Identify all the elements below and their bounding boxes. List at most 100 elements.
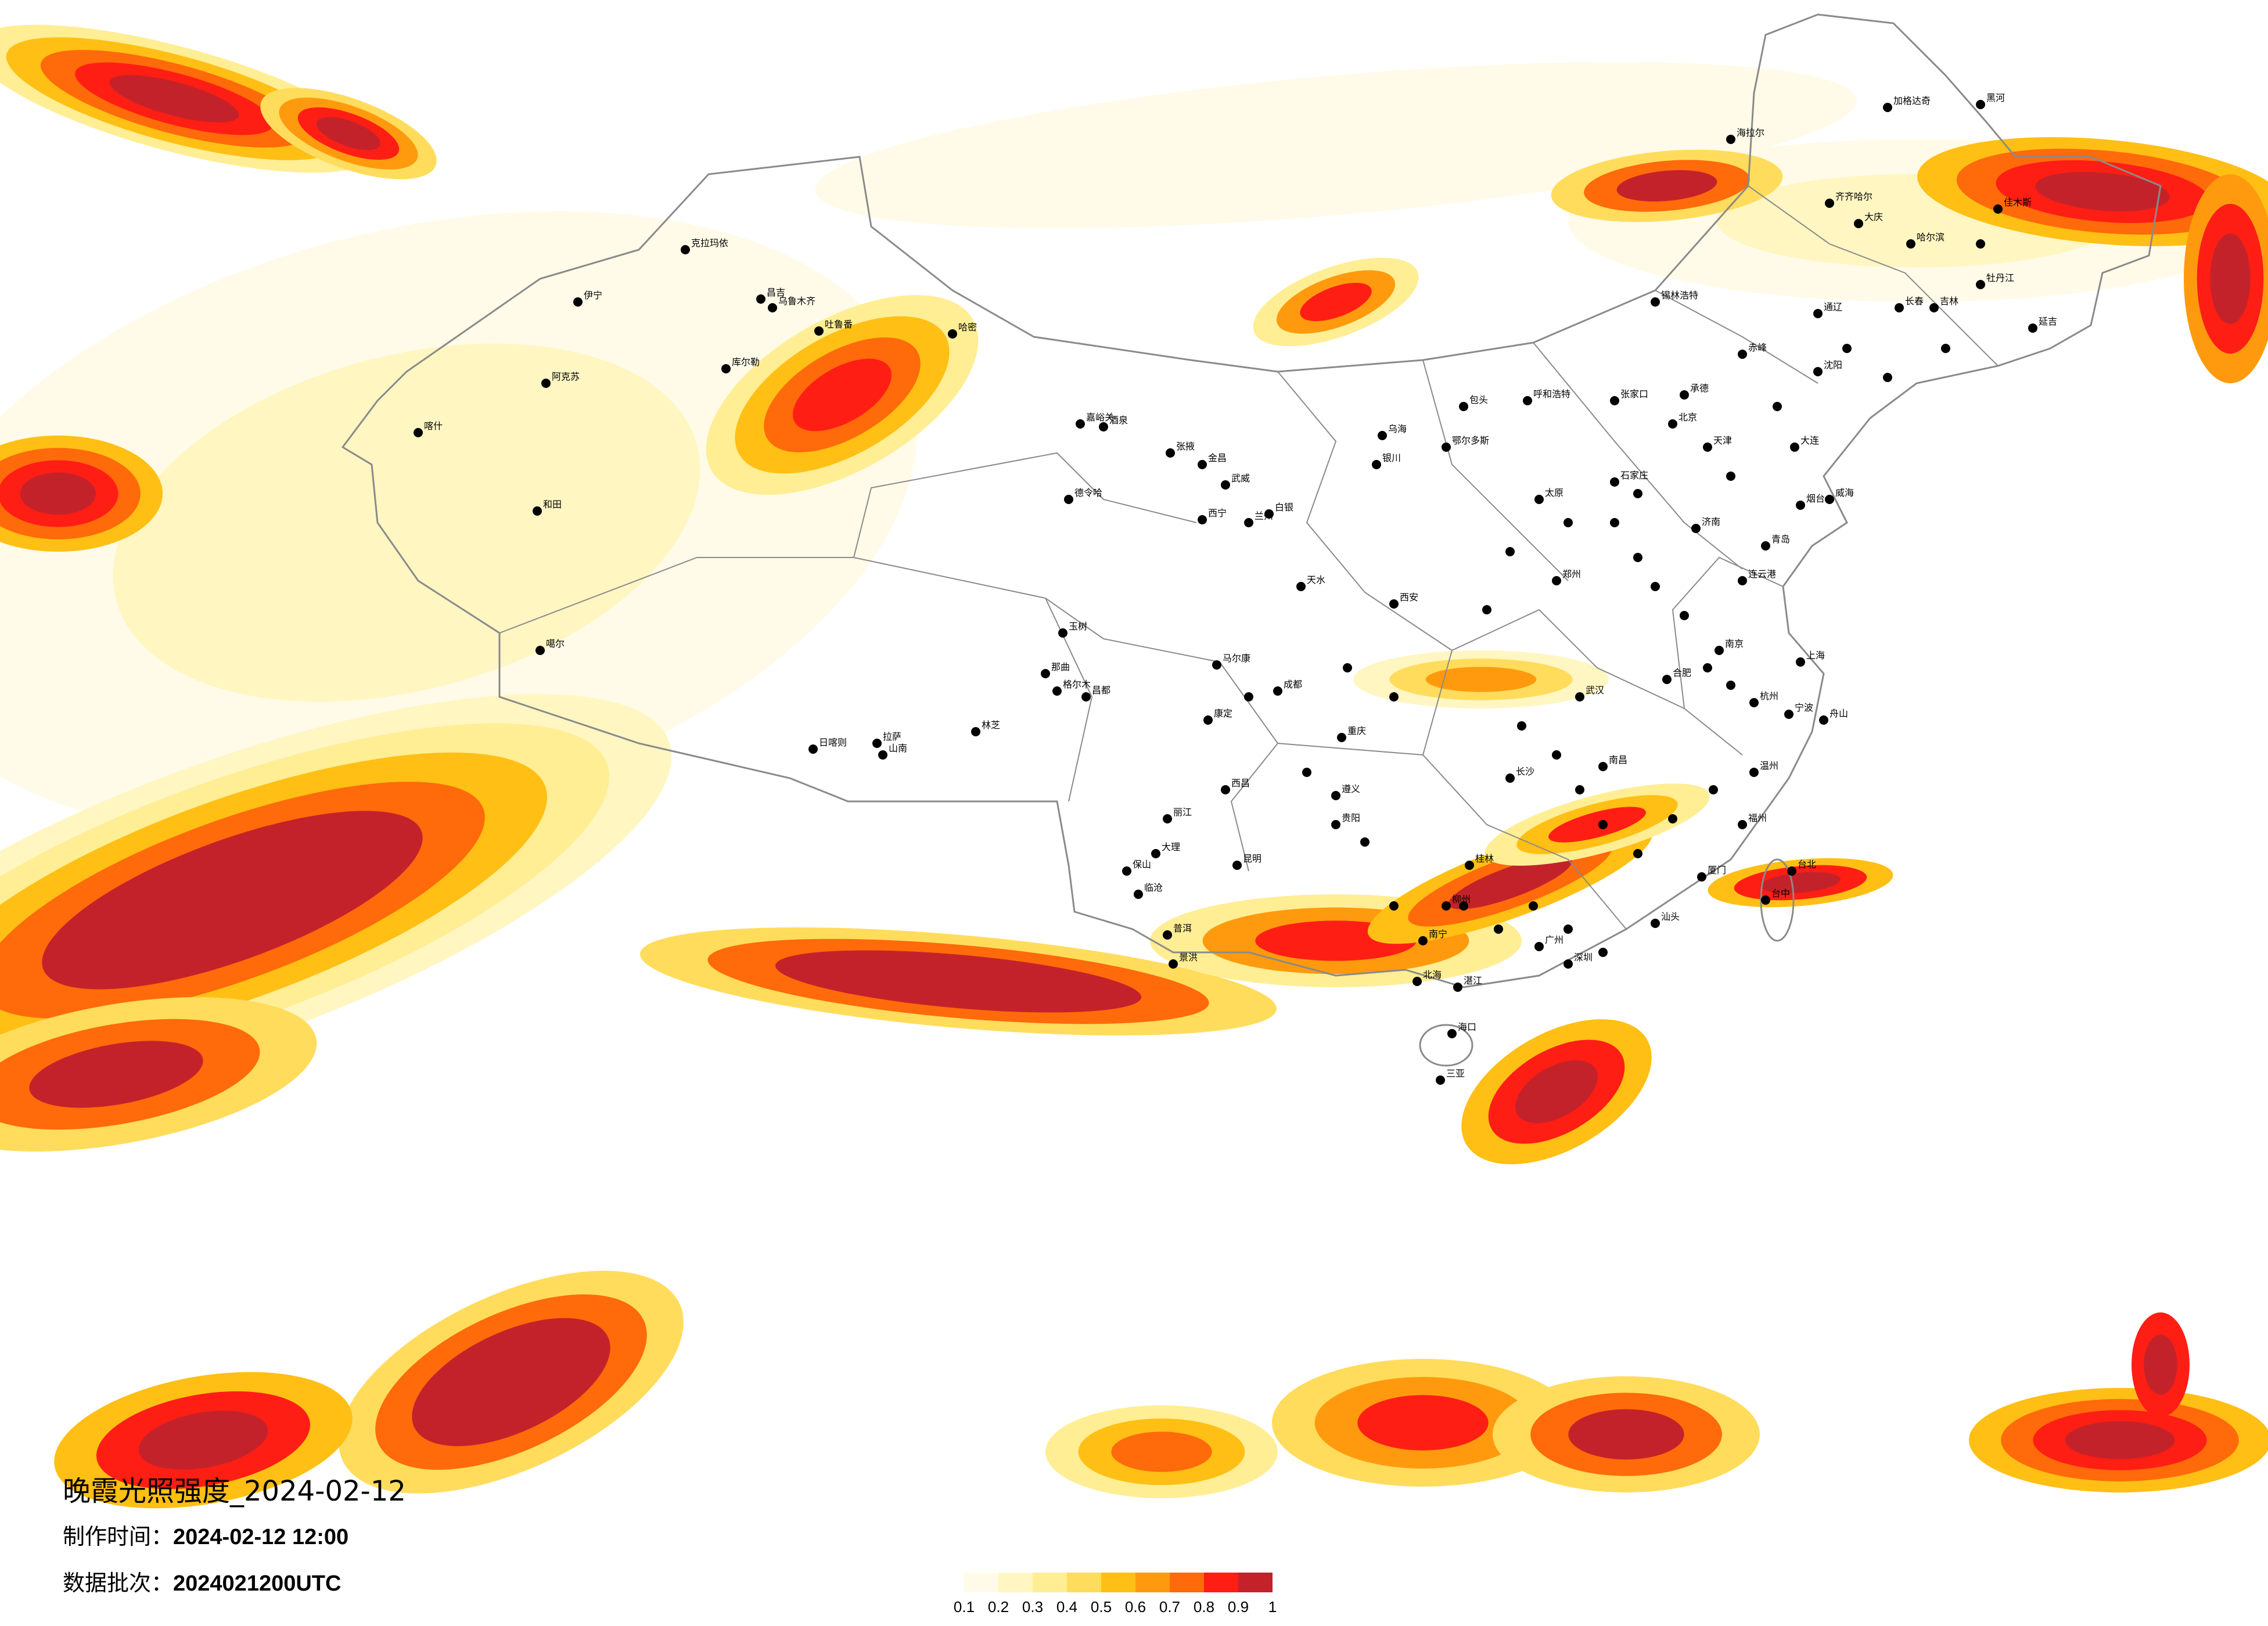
city-label: 南京 bbox=[1725, 638, 1744, 649]
intensity-patch bbox=[1425, 667, 1537, 692]
city-label: 哈尔滨 bbox=[1917, 232, 1944, 243]
city-label: 康定 bbox=[1214, 708, 1232, 719]
city-dot bbox=[1825, 495, 1834, 504]
city-marker: 台中 bbox=[1761, 888, 1790, 905]
province-border bbox=[853, 452, 1197, 558]
city-marker: 白银 bbox=[1264, 502, 1293, 519]
intensity-patch bbox=[448, 1341, 574, 1423]
city-label: 遵义 bbox=[1342, 783, 1360, 794]
city-dot bbox=[1052, 686, 1062, 696]
city-label: 武汉 bbox=[1586, 685, 1604, 696]
intensity-patch bbox=[1616, 170, 1717, 202]
city-marker: 厦门 bbox=[1697, 865, 1726, 882]
city-marker: 汕头 bbox=[1651, 911, 1680, 928]
city-label: 连云港 bbox=[1748, 569, 1776, 580]
city-dot bbox=[1360, 837, 1370, 847]
city-label: 克拉玛依 bbox=[691, 238, 728, 249]
city-dot bbox=[1726, 472, 1735, 481]
city-label: 杭州 bbox=[1760, 690, 1778, 702]
city-dot bbox=[1976, 280, 1985, 289]
legend-swatch bbox=[1238, 1573, 1273, 1592]
city-dot bbox=[414, 428, 423, 437]
city-marker: 西安 bbox=[1389, 592, 1418, 609]
province-border bbox=[1103, 638, 1279, 872]
intensity-patch bbox=[1760, 872, 1841, 894]
city-dot bbox=[1337, 733, 1346, 742]
intensity-patch bbox=[793, 358, 892, 431]
production-time: 制作时间：2024-02-12 12:00 bbox=[63, 1519, 348, 1551]
city-marker: 南昌 bbox=[1598, 754, 1627, 771]
city-marker: 深圳 bbox=[1563, 952, 1593, 969]
city-dot bbox=[1761, 895, 1770, 905]
city-label: 加格达奇 bbox=[1893, 95, 1931, 106]
city-marker: 大庆 bbox=[1854, 211, 1883, 228]
city-label: 南昌 bbox=[1609, 754, 1627, 765]
city-label: 张掖 bbox=[1176, 441, 1195, 452]
city-label: 深圳 bbox=[1574, 952, 1593, 963]
city-marker: 温州 bbox=[1749, 760, 1778, 777]
city-marker: 天津 bbox=[1703, 435, 1732, 452]
city-dot bbox=[1163, 930, 1172, 940]
city-dot bbox=[1447, 1029, 1457, 1038]
city-dot bbox=[1761, 541, 1770, 551]
city-dot bbox=[1482, 605, 1491, 614]
island-outline bbox=[1419, 1024, 1473, 1067]
city-marker: 青岛 bbox=[1761, 534, 1790, 551]
city-label: 宁波 bbox=[1795, 702, 1813, 713]
city-label: 承德 bbox=[1690, 383, 1709, 394]
city-label: 大连 bbox=[1800, 435, 1819, 446]
intensity-patch bbox=[1111, 1431, 1212, 1472]
legend-tick: 0.3 bbox=[1022, 1598, 1044, 1616]
city-marker: 福州 bbox=[1738, 812, 1767, 829]
city-dot bbox=[1465, 861, 1474, 870]
city-label: 马尔康 bbox=[1223, 653, 1250, 664]
city-dot bbox=[1389, 901, 1399, 911]
city-marker: 吐鲁番 bbox=[814, 319, 853, 336]
city-marker: 西宁 bbox=[1198, 508, 1227, 524]
data-batch-label: 数据批次： bbox=[63, 1570, 174, 1596]
city-marker: 广州 bbox=[1534, 934, 1563, 951]
legend-tick: 0.2 bbox=[987, 1598, 1009, 1616]
intensity-patch bbox=[29, 1041, 203, 1108]
city-label: 嘉峪关 bbox=[1086, 412, 1114, 423]
city-label: 合肥 bbox=[1673, 667, 1691, 678]
city-dot bbox=[1552, 750, 1561, 760]
city-marker: 杭州 bbox=[1749, 690, 1778, 707]
city-marker: 长沙 bbox=[1505, 766, 1534, 783]
city-marker: 乌鲁木齐 bbox=[768, 296, 815, 312]
city-label: 长春 bbox=[1905, 296, 1924, 307]
city-marker: 合肥 bbox=[1662, 667, 1691, 684]
city-marker: 和田 bbox=[533, 499, 562, 516]
city-dot bbox=[1389, 599, 1399, 609]
city-marker: 黑河 bbox=[1976, 92, 2005, 109]
city-label: 上海 bbox=[1806, 650, 1825, 661]
city-dot bbox=[1680, 611, 1689, 620]
city-label: 大庆 bbox=[1864, 211, 1883, 222]
city-marker: 通辽 bbox=[1813, 301, 1842, 318]
city-marker: 宁波 bbox=[1784, 702, 1813, 719]
city-marker: 上海 bbox=[1796, 650, 1825, 667]
city-marker: 包头 bbox=[1459, 394, 1488, 411]
city-dot bbox=[1244, 692, 1253, 702]
city-dot bbox=[1273, 686, 1282, 696]
intensity-patch bbox=[2144, 1334, 2177, 1395]
city-dot bbox=[768, 303, 777, 312]
city-dot bbox=[1575, 692, 1584, 702]
intensity-patch bbox=[138, 1411, 268, 1470]
city-label: 酒泉 bbox=[1109, 415, 1128, 426]
city-dot bbox=[721, 364, 731, 373]
city-marker: 大理 bbox=[1151, 841, 1180, 858]
city-dot bbox=[1534, 942, 1544, 951]
city-label: 天津 bbox=[1713, 435, 1732, 446]
city-marker: 桂林 bbox=[1465, 853, 1494, 870]
city-marker: 加格达奇 bbox=[1883, 95, 1931, 112]
city-label: 拉萨 bbox=[883, 731, 901, 742]
city-dot bbox=[1787, 866, 1796, 876]
city-marker: 武汉 bbox=[1575, 685, 1604, 702]
city-label: 库尔勒 bbox=[732, 357, 760, 368]
city-dot bbox=[1651, 297, 1660, 307]
city-label: 西宁 bbox=[1208, 508, 1227, 519]
city-marker: 阿克苏 bbox=[541, 371, 580, 388]
city-marker: 湛江 bbox=[1453, 975, 1482, 992]
